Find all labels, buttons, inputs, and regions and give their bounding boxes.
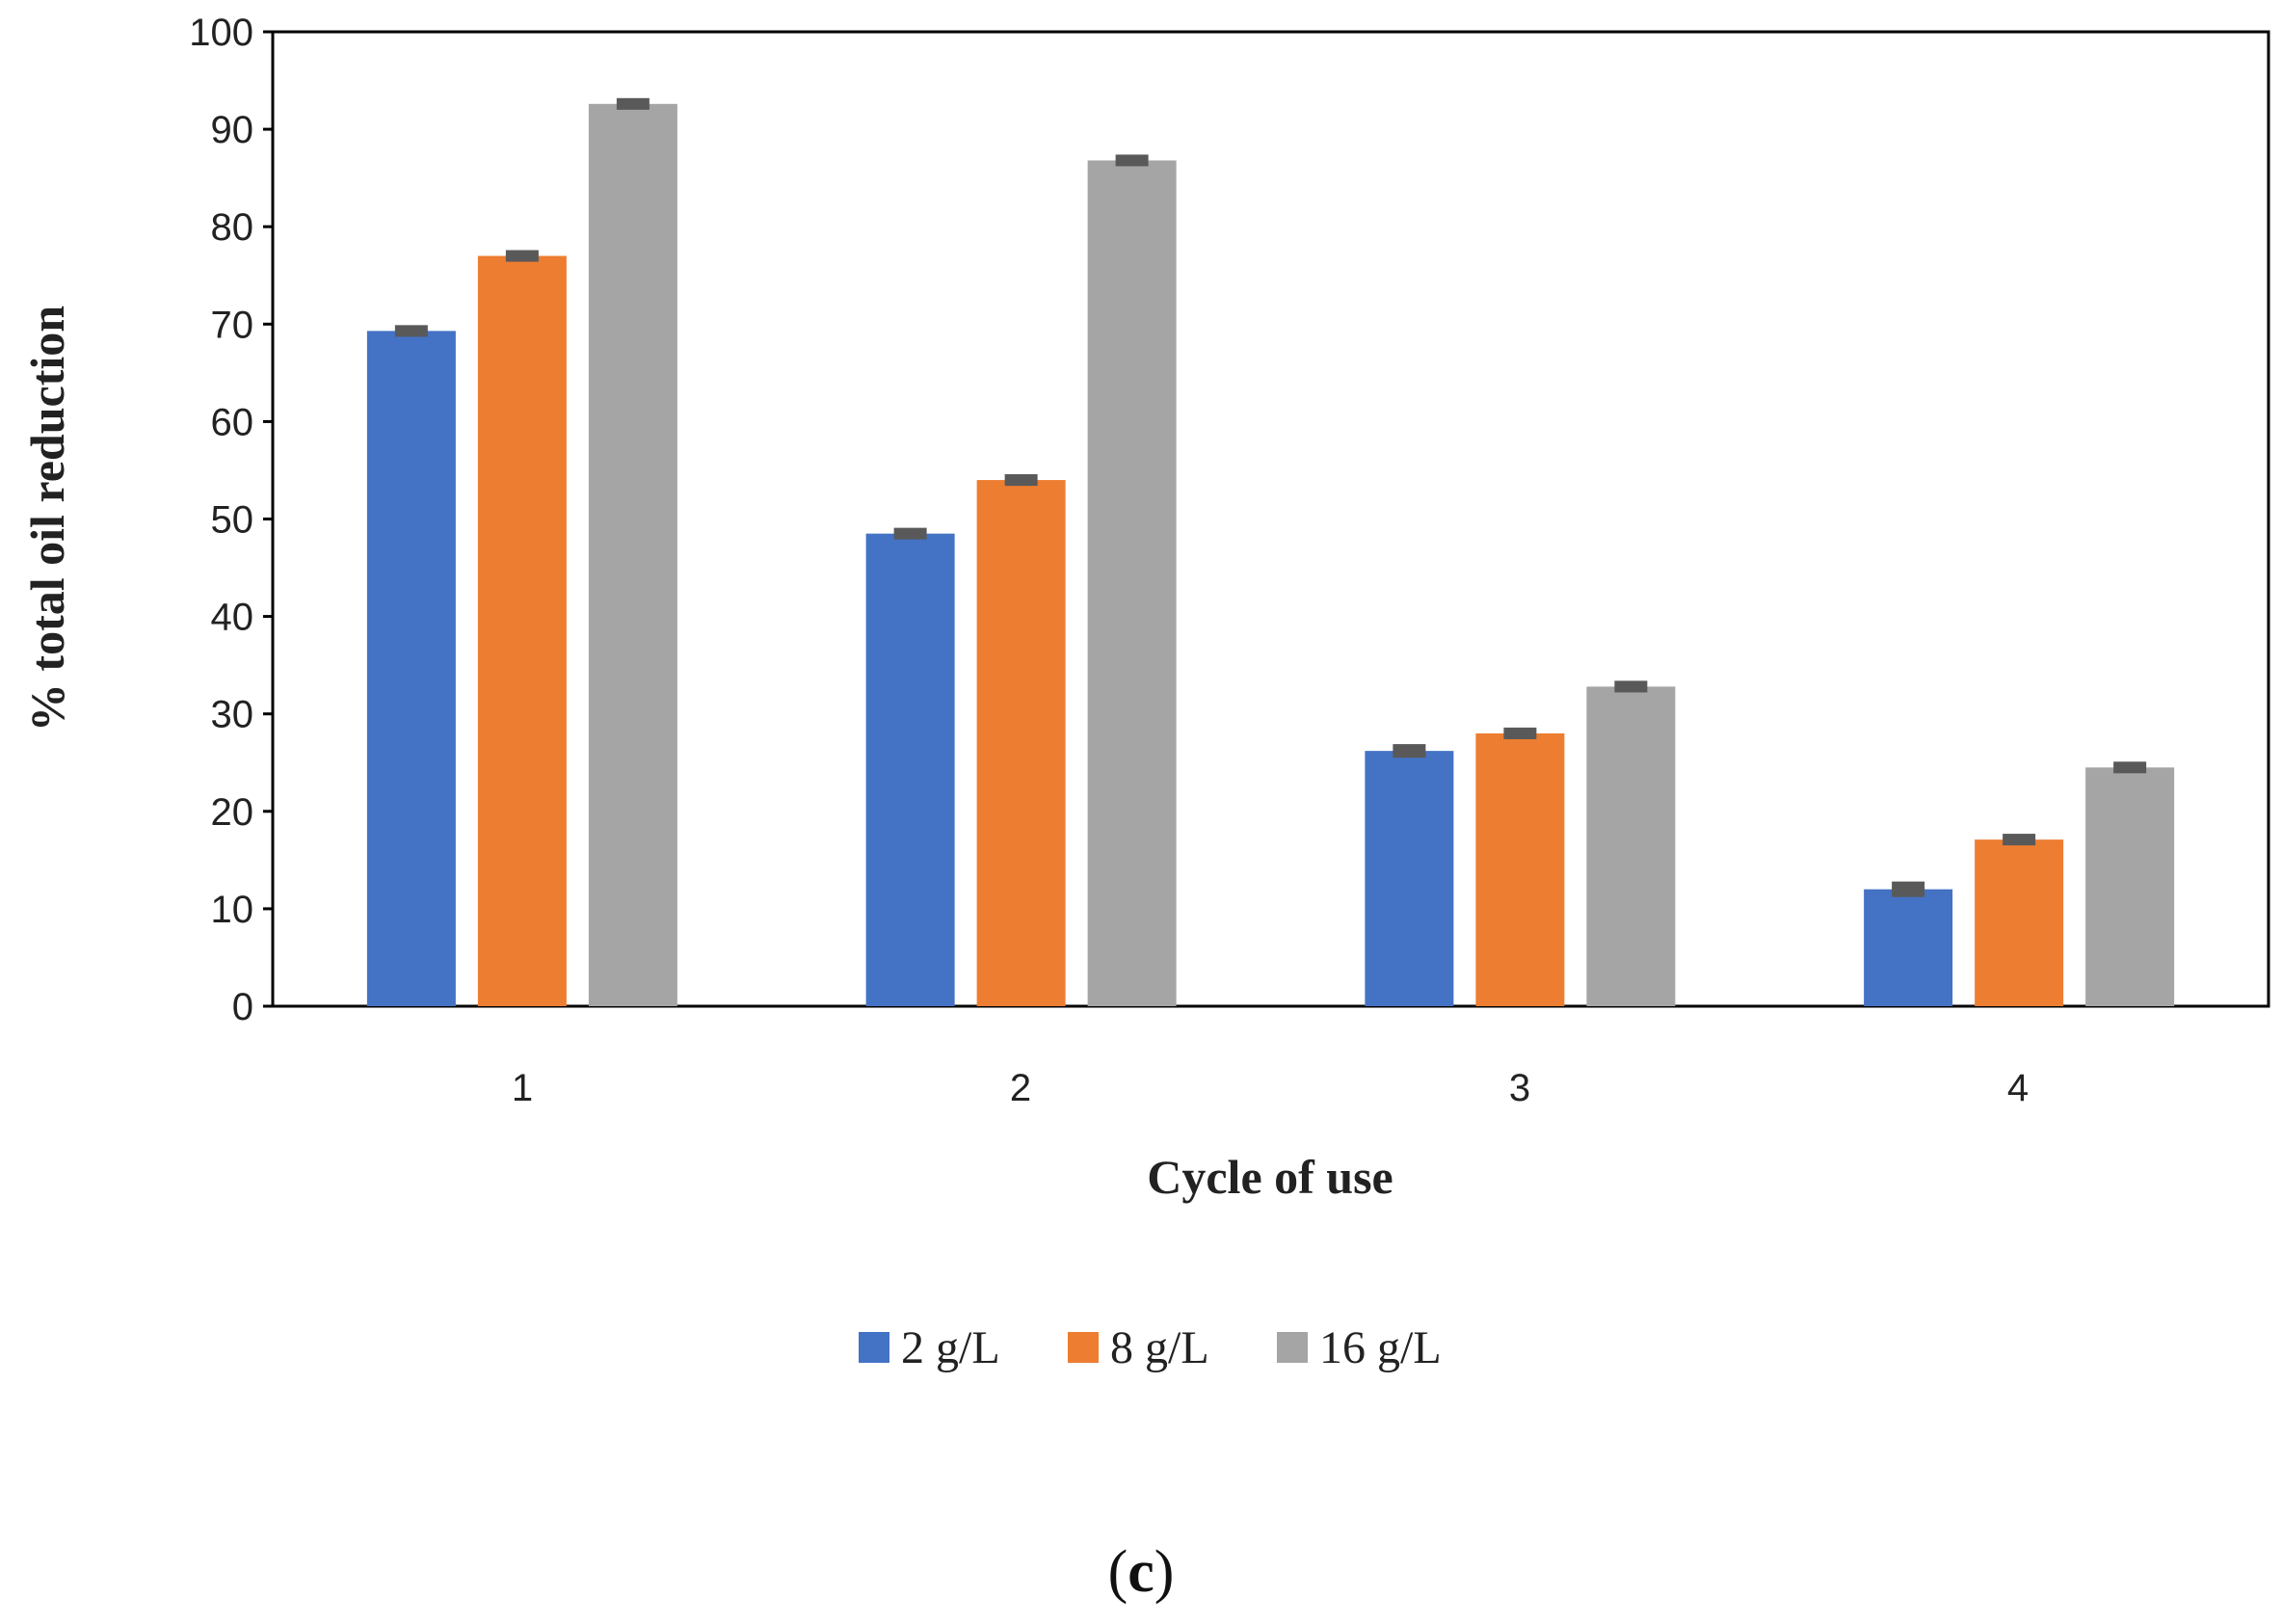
error-bar [2003,834,2036,846]
y-tick-label: 90 [211,109,254,151]
bar-8gl-cycle-1 [477,255,567,1006]
error-bar [1892,881,1925,897]
error-bar [1503,727,1537,739]
panel-label-close: ) [1154,1539,1175,1605]
legend-item-8gl: 8 g/L [1068,1322,1209,1373]
bar-2gl-cycle-3 [1365,751,1454,1006]
legend-swatch [859,1332,889,1363]
error-bar [1004,474,1038,487]
x-tick-label: 4 [2007,1067,2029,1109]
bars [366,103,2175,1006]
legend-label: 2 g/L [901,1322,1000,1373]
error-bar [505,250,539,262]
x-axis-ticks: 1 2 3 4 [512,1067,2029,1109]
bar-16gl-cycle-1 [588,103,677,1006]
bar-8gl-cycle-3 [1475,732,1565,1006]
bar-16gl-cycle-4 [2085,767,2175,1006]
y-axis-title: % total oil reduction [20,306,74,732]
x-axis-title: Cycle of use [1147,1150,1393,1204]
panel-label-open: ( [1108,1539,1128,1605]
bar-2gl-cycle-4 [1864,889,1953,1006]
y-tick-label: 80 [211,206,254,249]
y-tick-label: 60 [211,401,254,443]
error-bar [893,527,927,540]
y-axis-ticks: 0 10 20 30 40 50 60 70 80 90 100 [189,12,273,1028]
error-bar [394,325,428,337]
legend-label: 16 g/L [1319,1322,1442,1373]
legend-label: 8 g/L [1110,1322,1209,1373]
panel-label-letter: c [1128,1539,1154,1605]
y-tick-label: 10 [211,889,254,931]
bar-2gl-cycle-1 [366,331,456,1006]
legend-swatch [1277,1332,1308,1363]
bar-8gl-cycle-4 [1975,839,2064,1006]
error-bar [616,97,650,110]
bar-8gl-cycle-2 [976,480,1066,1006]
error-bar [2113,761,2147,774]
y-tick-label: 0 [232,986,253,1028]
error-bar [1393,744,1426,759]
bar-2gl-cycle-2 [865,533,955,1006]
legend-item-16gl: 16 g/L [1277,1322,1442,1373]
y-tick-label: 30 [211,694,254,736]
y-tick-label: 40 [211,597,254,639]
error-bar [1614,680,1648,693]
y-tick-label: 50 [211,499,254,542]
y-tick-label: 100 [189,12,253,54]
panel-label: (c) [1108,1539,1175,1605]
x-tick-label: 1 [512,1067,533,1109]
x-tick-label: 3 [1509,1067,1530,1109]
legend: 2 g/L 8 g/L 16 g/L [859,1322,1442,1373]
bar-16gl-cycle-3 [1586,686,1676,1006]
legend-swatch [1068,1332,1099,1363]
plot-area [271,30,2270,1008]
x-tick-label: 2 [1010,1067,1031,1109]
bar-16gl-cycle-2 [1087,160,1177,1006]
y-tick-label: 70 [211,304,254,346]
legend-item-2gl: 2 g/L [859,1322,1000,1373]
y-tick-label: 20 [211,791,254,834]
error-bars [394,97,2147,897]
error-bar [1115,154,1149,167]
